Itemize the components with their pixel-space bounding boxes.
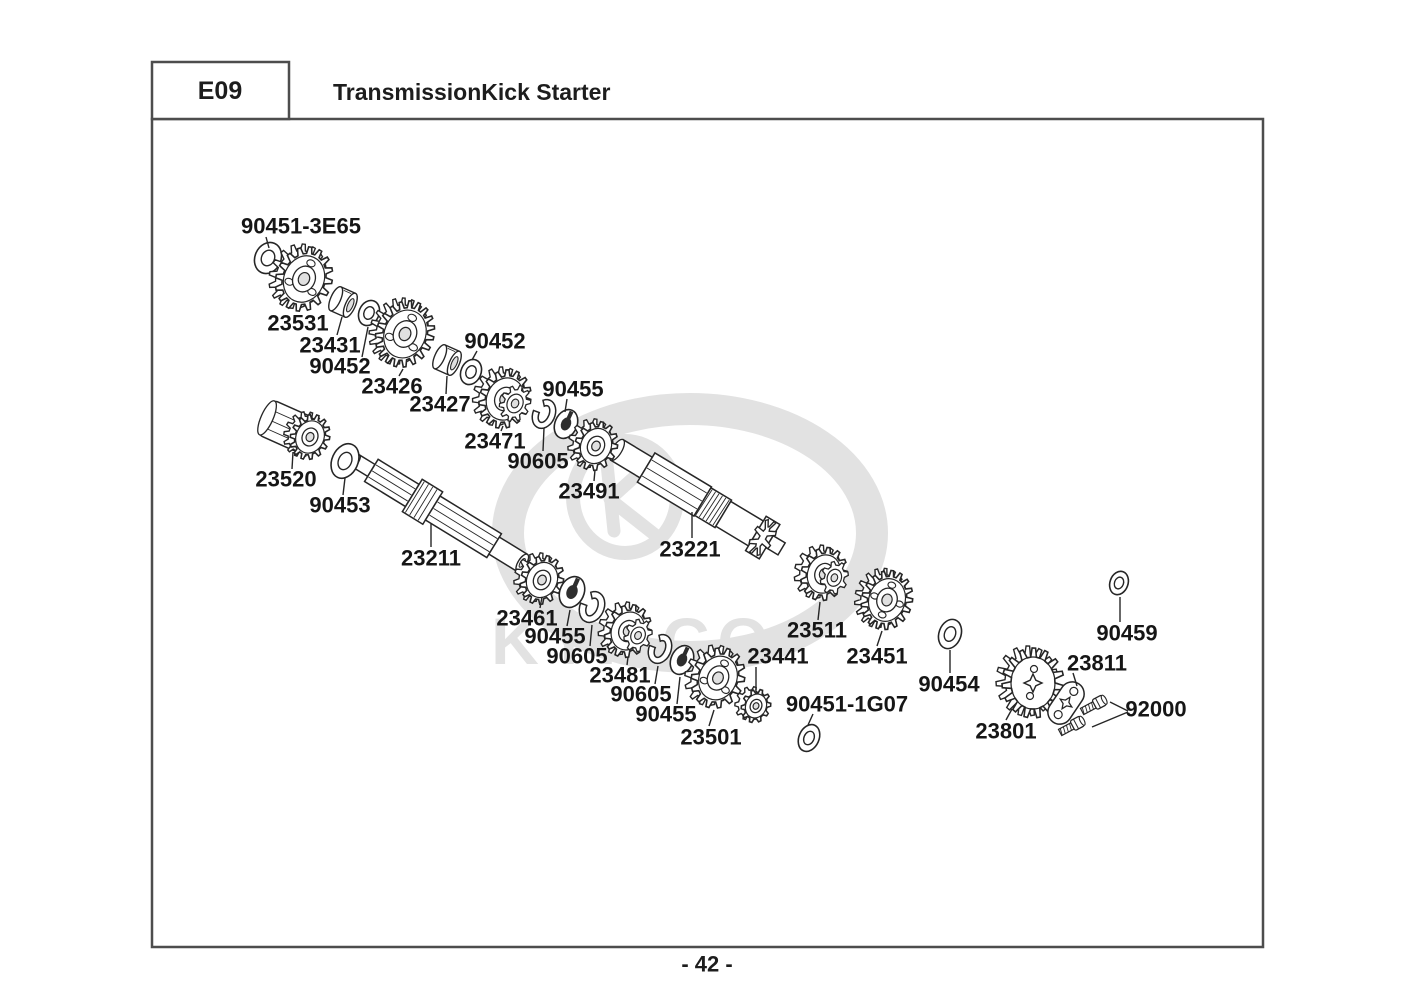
part-label-23511: 23511	[787, 618, 847, 643]
part-90605-1	[531, 398, 557, 430]
part-label-90452: 90452	[309, 354, 370, 379]
part-label-23427: 23427	[409, 392, 470, 417]
part-label-90455: 90455	[524, 624, 585, 649]
section-code-box	[150, 60, 291, 121]
part-23221	[608, 438, 787, 560]
part-23520	[257, 400, 331, 461]
leader-line	[291, 451, 294, 470]
part-90455-2	[558, 575, 586, 609]
page-title: TransmissionKick Starter	[333, 79, 610, 105]
part-label-23531: 23531	[267, 311, 328, 336]
part-23491	[567, 418, 619, 472]
part-92000-b	[1057, 715, 1086, 737]
leader-line	[1005, 708, 1013, 721]
part-23451	[853, 567, 914, 631]
leader-line	[566, 609, 571, 627]
part-label-23520: 23520	[255, 467, 316, 492]
part-23461	[513, 552, 565, 606]
leader-line	[676, 676, 681, 705]
part-label-92000: 92000	[1125, 697, 1186, 722]
part-label-90451-1G07: 90451-1G07	[786, 692, 908, 717]
part-label-90605: 90605	[610, 682, 671, 707]
leader-line	[542, 427, 545, 452]
part-23481	[597, 601, 653, 659]
part-23811	[1047, 681, 1085, 725]
part-23511	[793, 544, 849, 602]
part-23501	[684, 644, 746, 709]
leader-line	[398, 368, 404, 377]
part-label-23811: 23811	[1067, 651, 1127, 676]
part-label-23491: 23491	[558, 479, 619, 504]
part-90455-3	[669, 644, 695, 676]
leader-line	[564, 398, 568, 413]
leader-line	[589, 624, 593, 647]
section-code: E09	[198, 77, 242, 105]
part-23441	[734, 685, 772, 724]
labels-layer: 90451-3E65235312343190452234262342790452…	[241, 214, 1187, 750]
part-label-23451: 23451	[846, 644, 907, 669]
leader-line	[593, 469, 596, 482]
leader-line	[876, 630, 883, 647]
leader-line	[708, 709, 715, 727]
part-label-90453: 90453	[309, 493, 370, 518]
part-23431	[328, 286, 358, 318]
part-label-90452: 90452	[464, 329, 525, 354]
part-label-23431: 23431	[299, 333, 360, 358]
part-23211	[350, 454, 530, 573]
leader-line	[1109, 701, 1129, 712]
part-label-90454: 90454	[918, 672, 980, 697]
part-label-23501: 23501	[680, 725, 741, 750]
part-23531	[268, 243, 334, 313]
part-90451-1G07	[797, 723, 821, 753]
part-label-23221: 23221	[659, 537, 720, 562]
leader-line	[817, 601, 821, 621]
leader-line	[500, 425, 504, 432]
part-92000-a	[1079, 694, 1108, 716]
leader-line	[265, 236, 270, 249]
part-90452-2	[459, 358, 483, 386]
part-90453	[330, 442, 360, 480]
leader-line	[342, 477, 346, 496]
part-label-90455: 90455	[635, 702, 696, 727]
part-23426	[368, 297, 436, 368]
part-90605-2	[578, 590, 606, 624]
parts-layer	[253, 241, 1130, 753]
leader-line	[445, 375, 448, 395]
part-label-90455: 90455	[542, 377, 603, 402]
leader-line	[361, 326, 369, 358]
part-label-23481: 23481	[589, 663, 650, 688]
leader-line	[807, 713, 814, 726]
part-label-90459: 90459	[1096, 621, 1157, 646]
part-label-23471: 23471	[464, 429, 525, 454]
part-23471	[471, 366, 532, 429]
part-label-23426: 23426	[361, 374, 422, 399]
part-label-23441: 23441	[747, 644, 808, 669]
leader-line	[654, 665, 659, 685]
leader-line	[539, 596, 543, 609]
page-number: - 42 -	[681, 952, 732, 977]
part-label-23211: 23211	[401, 546, 461, 571]
diagram-frame	[150, 117, 1265, 949]
part-label-90451-3E65: 90451-3E65	[241, 214, 361, 239]
part-label-23461: 23461	[496, 606, 557, 631]
leader-line	[1091, 711, 1129, 728]
part-23427	[432, 344, 462, 376]
part-label-90605: 90605	[507, 449, 568, 474]
leader-line	[471, 350, 478, 361]
part-label-90605: 90605	[546, 644, 607, 669]
part-90452	[357, 299, 381, 327]
part-90454	[937, 618, 963, 650]
part-label-23801: 23801	[975, 719, 1036, 744]
part-23801	[995, 645, 1065, 719]
leader-line	[336, 316, 343, 336]
leader-line	[1072, 672, 1078, 687]
part-90605-3	[647, 633, 673, 665]
leader-line	[626, 656, 629, 666]
part-90459	[1108, 570, 1130, 596]
